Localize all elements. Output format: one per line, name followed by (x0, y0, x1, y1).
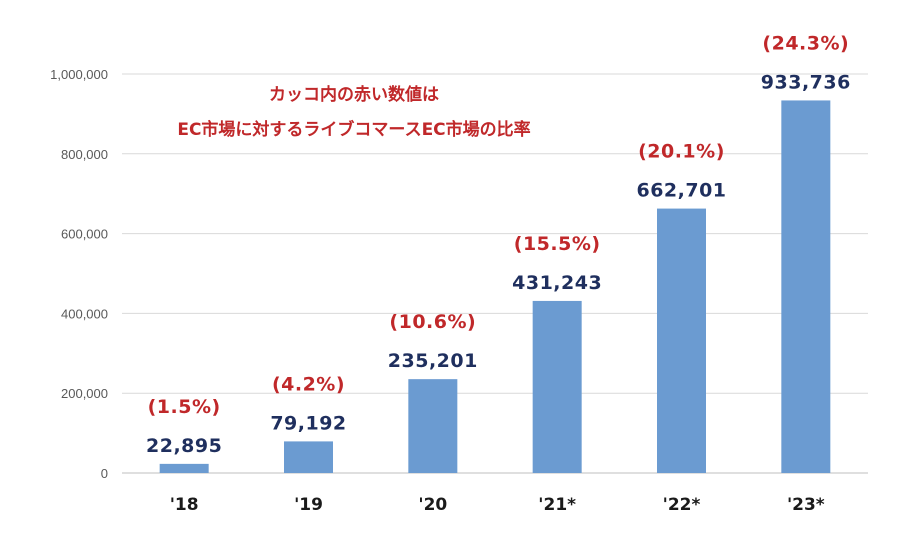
y-tick-label: 200,000 (61, 386, 108, 401)
ratio-label: (10.6%) (389, 311, 476, 333)
value-label: 22,895 (146, 435, 222, 457)
bar (159, 463, 209, 473)
ratio-label: (20.1%) (638, 141, 725, 163)
y-tick-label: 0 (101, 466, 108, 481)
x-tick-label: '20 (418, 495, 447, 515)
ratio-label: (4.2%) (272, 373, 345, 395)
bar (408, 379, 458, 473)
value-label: 235,201 (388, 350, 478, 372)
bar (657, 208, 706, 473)
y-axis: 0 200,000 400,000 600,000 800,000 1,000,000 (50, 67, 108, 481)
x-tick-label: '21* (538, 495, 576, 515)
bars (159, 100, 831, 474)
value-label: 79,192 (270, 412, 346, 434)
y-tick-label: 800,000 (61, 147, 108, 162)
x-tick-label: '22* (663, 495, 701, 515)
annotation-line-1: カッコ内の赤い数値は (269, 84, 439, 105)
bar (781, 100, 831, 474)
value-labels: 22,895 79,192 235,201 431,243 662,701 933,736 (146, 71, 851, 457)
value-label: 662,701 (636, 180, 726, 202)
ratio-label: (24.3%) (762, 32, 849, 54)
x-tick-label: '19 (294, 495, 323, 515)
x-tick-label: '23* (787, 495, 825, 515)
y-tick-label: 400,000 (61, 306, 108, 321)
annotation-line-2: EC市場に対するライブコマースEC市場の比率 (177, 119, 530, 140)
gridlines (122, 73, 868, 474)
value-label: 431,243 (512, 272, 602, 294)
ratio-labels: (1.5%) (4.2%) (10.6%) (15.5%) (20.1%) (24.3%) (148, 32, 849, 418)
y-tick-label: 600,000 (61, 227, 108, 242)
x-tick-label: '18 (170, 495, 199, 515)
ratio-label: (15.5%) (514, 233, 601, 255)
y-tick-label: 1,000,000 (50, 67, 108, 82)
bar (284, 441, 333, 473)
ratio-label: (1.5%) (148, 396, 221, 418)
bar (532, 300, 582, 473)
x-axis: '18 '19 '20 '21* '22* '23* (170, 495, 825, 515)
value-label: 933,736 (761, 71, 851, 93)
